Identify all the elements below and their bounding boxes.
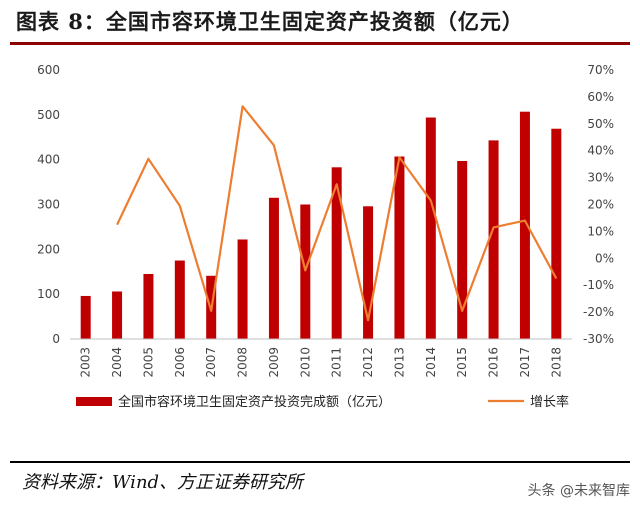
growth-rate-line [116,105,558,322]
left-tick-label: 300 [37,198,60,212]
x-tick-label: 2005 [141,347,155,378]
right-tick-label: -30% [583,332,614,346]
title-rule [10,42,630,45]
legend-bar-swatch [76,397,112,406]
bar-series [80,111,562,339]
right-tick-label: 70% [587,63,614,77]
bar [488,140,499,339]
legend: 全国市容环境卫生固定资产投资完成额（亿元） 增长率 [76,394,569,410]
bar [331,167,342,339]
x-tick-label: 2018 [549,347,563,378]
x-tick-label: 2012 [361,347,375,378]
right-tick-label: 30% [587,171,614,185]
bar [143,273,154,339]
source-note: 资料来源：Wind、方正证券研究所 [22,472,304,493]
bar [174,260,185,339]
right-tick-label: -20% [583,305,614,319]
bar [394,156,405,339]
right-tick-label: 10% [587,224,614,238]
right-tick-label: 50% [587,117,614,131]
bar [519,111,530,339]
bar [80,295,91,339]
watermark: 头条 @未来智库 [527,483,630,499]
right-tick-label: -10% [583,278,614,292]
left-tick-label: 0 [52,332,60,346]
bar [425,117,436,339]
right-y-axis: -30% -20% -10% 0% 10% 20% 30% 40% 50% 60% 70% [583,63,614,346]
bar [237,239,248,339]
right-tick-label: 40% [587,144,614,158]
left-tick-label: 200 [37,242,60,256]
figure-title: 图表 8：全国市容环境卫生固定资产投资额（亿元） [16,9,524,34]
combo-chart: 0 100 200 300 400 500 600 -30% -20% -10% 0% 10% 20%… [37,63,614,410]
x-tick-label: 2017 [518,347,532,378]
x-tick-label: 2010 [298,347,312,378]
left-y-axis: 0 100 200 300 400 500 600 [37,63,60,346]
left-tick-label: 100 [37,287,60,301]
x-tick-label: 2003 [79,347,93,378]
source-rule [10,461,630,463]
legend-line-label: 增长率 [530,394,569,410]
bar [457,161,468,339]
x-tick-label: 2015 [455,347,469,378]
right-tick-label: 20% [587,198,614,212]
x-tick-label: 2013 [392,347,406,378]
x-tick-label: 2006 [173,347,187,378]
x-tick-label: 2009 [267,347,281,378]
bar [112,291,123,339]
bar [268,197,279,339]
x-axis: 2003 2004 2005 2006 2007 2008 2009 2010 2011 2012… [79,347,564,378]
x-tick-label: 2014 [424,347,438,378]
x-tick-label: 2007 [204,347,218,378]
bar [551,128,562,339]
right-tick-label: 60% [587,90,614,104]
legend-bar-label: 全国市容环境卫生固定资产投资完成额（亿元） [118,394,391,410]
right-tick-label: 0% [595,251,614,265]
left-tick-label: 600 [37,63,60,77]
left-tick-label: 400 [37,153,60,167]
x-tick-label: 2008 [236,347,250,378]
left-tick-label: 500 [37,108,60,122]
x-tick-label: 2004 [110,347,124,378]
bar [363,206,374,339]
x-tick-label: 2016 [487,347,501,378]
x-tick-label: 2011 [330,347,344,378]
bar [300,204,311,339]
